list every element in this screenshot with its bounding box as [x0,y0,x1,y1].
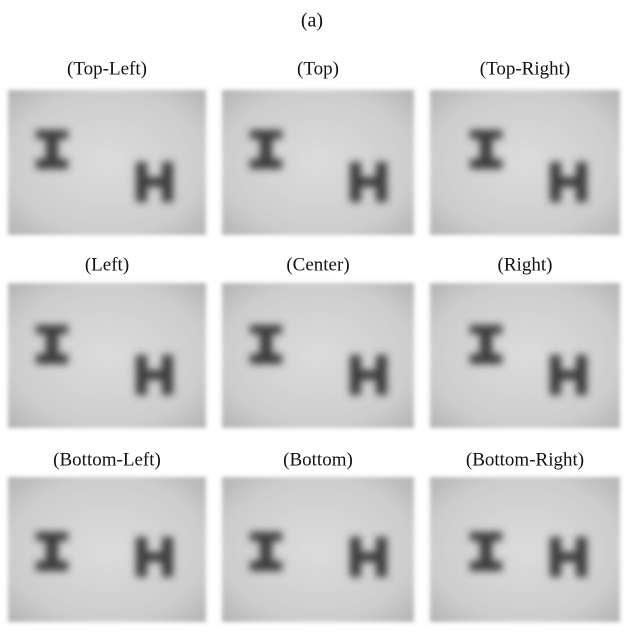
panel-background [430,477,620,622]
figure: (a) (Top-Left) (Top) (Top-Right) (Left) (Cen… [0,0,624,630]
letter-i-bottom [470,561,502,571]
panel-background [430,283,620,428]
panel-label: (Left) [85,254,129,275]
panel-label: (Top-Right) [480,58,571,79]
panel-background [430,90,620,235]
letter-h-bar [550,370,587,380]
panel-label: (Center) [286,254,349,275]
letter-h-bar [550,552,587,562]
panel-label: (Top) [297,58,339,79]
panel-image [430,283,620,428]
panel-image [430,90,620,235]
letter-i-bottom [470,354,502,364]
letter-h-bar [136,177,173,187]
panel-label: (Bottom-Left) [53,449,161,470]
letter-h-bar [350,552,387,562]
letter-i-bottom [470,159,502,169]
letter-h-bar [350,370,387,380]
letter-h-bar [550,177,587,187]
panel-label: (Top-Left) [67,58,147,79]
letter-i-bottom [36,159,68,169]
letter-h-bar [350,177,387,187]
panel-image [430,477,620,622]
letter-i-bottom [250,561,282,571]
letter-h-bar [136,552,173,562]
letter-i-bottom [36,354,68,364]
panel-image [8,90,206,235]
panel-image [222,90,414,235]
letter-i-bottom [36,561,68,571]
panel-image [222,283,414,428]
letter-h-bar [136,370,173,380]
panel-image [8,283,206,428]
panel-background [8,477,206,622]
letter-i-bottom [250,354,282,364]
figure-title: (a) [301,10,323,32]
panel-label: (Bottom-Right) [466,449,584,470]
panel-label: (Bottom) [283,449,353,470]
panel-image [8,477,206,622]
panel-image [222,477,414,622]
letter-i-bottom [250,159,282,169]
panel-label: (Right) [498,254,553,275]
